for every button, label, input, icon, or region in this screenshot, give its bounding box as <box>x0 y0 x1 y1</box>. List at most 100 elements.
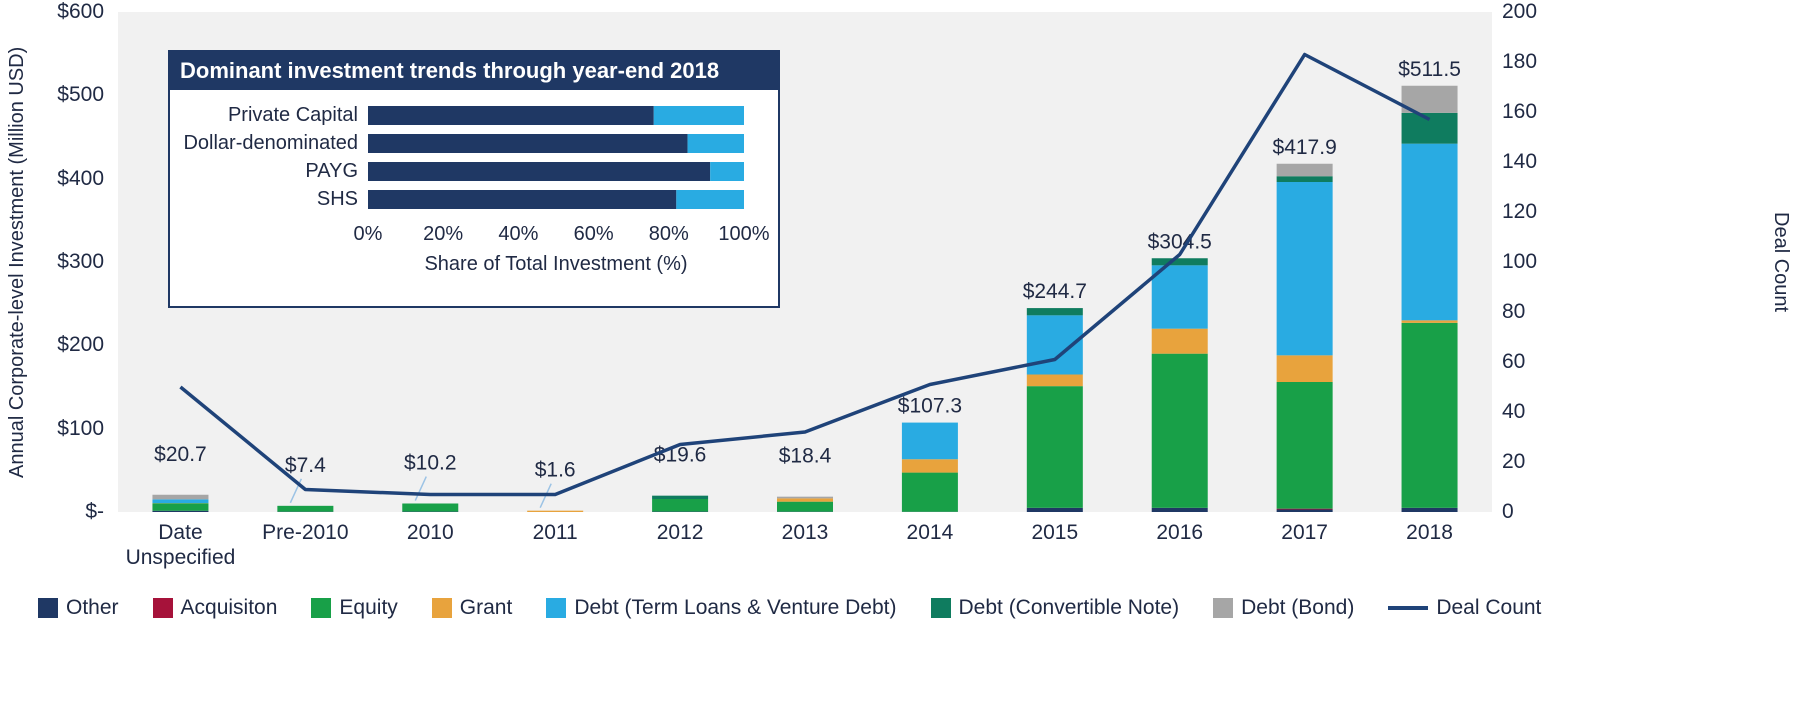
bar-total-label: $19.6 <box>654 444 707 467</box>
inset-bar-segment <box>368 134 688 153</box>
bar-segment <box>1276 508 1333 510</box>
right-axis-tick: 100 <box>1502 250 1538 273</box>
bar-segment <box>777 496 833 499</box>
right-axis-tick: 20 <box>1502 450 1526 473</box>
bar-total-label: $20.7 <box>154 443 207 466</box>
deal-count-line <box>179 52 1431 497</box>
bar-segment <box>527 510 584 512</box>
left-axis-tick: $400 <box>57 166 104 190</box>
bar-segment <box>1401 507 1458 512</box>
legend-label: Other <box>66 596 119 619</box>
x-axis-label: 2017 <box>1281 521 1328 544</box>
x-axis-label: Date Unspecified <box>125 521 236 569</box>
bar-total-label: $511.5 <box>1398 58 1461 81</box>
x-axis-label: 2010 <box>406 521 454 544</box>
legend-color-swatch <box>152 598 173 618</box>
x-axis-label: 2012 <box>656 521 704 544</box>
inset-axis-title: Share of Total Investment (%) <box>424 253 687 275</box>
inset-chart: Dominant investment trends through year-… <box>168 50 780 308</box>
left-axis-tick: $200 <box>57 333 104 357</box>
right-axis-tick: 120 <box>1502 200 1538 223</box>
bar-segment <box>1151 265 1208 329</box>
legend-item: Debt (Term Loans & Venture Debt) <box>546 596 897 620</box>
inset-category-label: SHS <box>317 188 358 210</box>
inset-category-label: Dollar-denominated <box>183 132 358 154</box>
bar-segment <box>277 505 334 512</box>
bar-segment <box>652 499 709 512</box>
right-axis-tick: 180 <box>1502 50 1538 73</box>
bar-segment <box>777 498 833 502</box>
bar-segment <box>1276 182 1333 356</box>
bar-segment <box>652 495 709 499</box>
bar-segment <box>1276 355 1333 382</box>
legend-label: Debt (Convertible Note) <box>958 596 1180 619</box>
bar-segment <box>1026 374 1083 387</box>
legend-label: Acquisiton <box>180 596 278 619</box>
bar-segment <box>1276 176 1333 182</box>
right-axis-tick: 80 <box>1502 300 1526 323</box>
bar-segment <box>152 499 209 504</box>
bar-total-label: $7.4 <box>285 454 326 477</box>
inset-chart-svg: Private Capital Dollar-denominated PAYG SHS… <box>183 104 769 275</box>
x-axis-label: 2011 <box>532 521 578 544</box>
left-axis-tick: $500 <box>57 83 104 107</box>
bar-segment <box>1401 112 1458 144</box>
bar-segment <box>1026 308 1083 316</box>
inset-bar-segment <box>368 162 711 181</box>
legend-label: Grant <box>459 596 513 619</box>
bar-segment <box>1151 353 1208 508</box>
legend-label: Debt (Term Loans & Venture Debt) <box>574 596 897 619</box>
bar-segment <box>1401 322 1458 508</box>
right-axis-title: Deal Count <box>1770 211 1792 313</box>
inset-axis-tick: 20% <box>423 223 463 245</box>
x-axis-label: 2016 <box>1156 521 1204 544</box>
right-axis-tick: 160 <box>1502 100 1538 123</box>
bar-segment <box>1151 328 1208 354</box>
bar-segment <box>1151 507 1208 512</box>
bar-segment <box>901 422 958 460</box>
bar-segment <box>1276 163 1333 177</box>
bar-segment <box>901 459 958 473</box>
bar-total-label: $304.5 <box>1148 230 1212 253</box>
bar-segment <box>1026 507 1083 512</box>
inset-bar-segment <box>710 162 744 181</box>
main-chart-svg: $20.7 $7.4 $10.2 $1.6 $19.6 $18.4 $107.3 $244.7… <box>152 52 1461 512</box>
legend-item: Deal Count <box>1388 596 1541 620</box>
left-axis-tick: $- <box>85 500 104 523</box>
right-axis-tick: 60 <box>1502 350 1526 373</box>
bar-total-label: $417.9 <box>1273 136 1337 159</box>
bar-segment <box>1401 320 1458 323</box>
bar-total-label: $244.7 <box>1023 280 1087 303</box>
inset-axis-tick: 100% <box>718 223 769 245</box>
bar-segment <box>1151 258 1208 266</box>
left-axis-tick: $100 <box>57 416 104 440</box>
bar-segment <box>152 503 209 511</box>
x-axis-label: Pre-2010 <box>262 521 349 544</box>
inset-category-label: Private Capital <box>228 104 358 126</box>
legend-color-swatch <box>38 598 58 618</box>
bar-segment <box>152 494 209 500</box>
inset-axis-tick: 80% <box>649 223 689 245</box>
bar-segment <box>777 501 833 512</box>
inset-axis-tick: 60% <box>574 223 614 245</box>
bar-segment <box>1026 386 1083 508</box>
left-axis-tick: $300 <box>57 250 104 273</box>
legend-color-swatch <box>431 598 452 618</box>
inset-axis-tick: 0% <box>354 223 383 245</box>
legend-label: Equity <box>339 596 398 619</box>
bar-total-label: $10.2 <box>404 452 457 475</box>
inset-bar-segment <box>687 134 744 153</box>
bar-segment <box>1401 143 1458 321</box>
legend-item: Equity <box>311 596 398 620</box>
legend-color-swatch <box>1213 598 1234 618</box>
legend-color-swatch <box>311 598 332 618</box>
inset-title: Dominant investment trends through year-… <box>170 52 778 90</box>
bar-segment <box>402 503 459 512</box>
x-axis-label: 2018 <box>1406 521 1453 544</box>
x-axis-label: 2013 <box>781 521 829 544</box>
right-axis-tick: 0 <box>1502 500 1514 523</box>
right-axis-tick: 140 <box>1502 150 1538 173</box>
legend-color-swatch <box>930 598 951 618</box>
bar-segment <box>152 510 209 512</box>
